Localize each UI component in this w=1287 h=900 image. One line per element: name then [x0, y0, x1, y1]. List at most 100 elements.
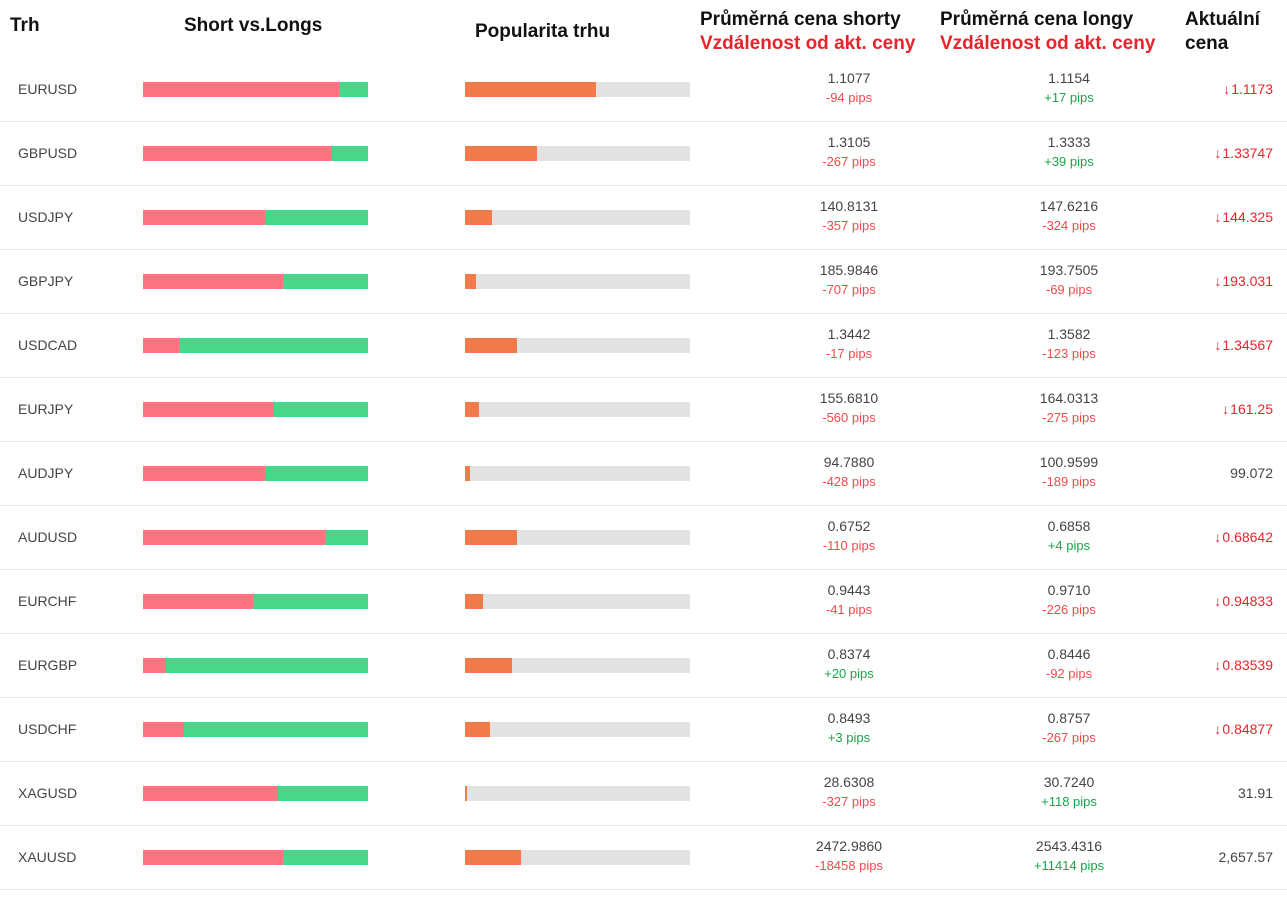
header-current-subtitle: cena	[1185, 33, 1229, 54]
market-name[interactable]: EURCHF	[18, 593, 77, 609]
avg-short-cell: 0.8493 +3 pips	[749, 708, 949, 748]
current-price: ↓0.83539	[1214, 634, 1273, 697]
avg-long-distance: +17 pips	[1044, 90, 1094, 105]
current-price: ↓1.1173	[1223, 58, 1273, 121]
popularity-bar	[465, 146, 690, 161]
table-row[interactable]: EURJPY 155.6810 -560 pips 164.0313 -275 …	[0, 378, 1287, 442]
current-price: ↓1.34567	[1214, 314, 1273, 377]
table-row[interactable]: XAGUSD 28.6308 -327 pips 30.7240 +118 pi…	[0, 762, 1287, 826]
avg-short-distance: -41 pips	[825, 602, 873, 617]
short-vs-long-bar	[143, 786, 368, 801]
current-price-value: 99.072	[1230, 465, 1273, 481]
short-vs-long-bar	[143, 658, 368, 673]
avg-short-price: 1.3442	[827, 326, 871, 342]
avg-long-cell: 30.7240 +118 pips	[969, 772, 1169, 812]
short-vs-long-bar	[143, 594, 368, 609]
table-row[interactable]: GBPUSD 1.3105 -267 pips 1.3333 +39 pips …	[0, 122, 1287, 186]
avg-long-distance: +118 pips	[1041, 794, 1097, 809]
table-row[interactable]: USDJPY 140.8131 -357 pips 147.6216 -324 …	[0, 186, 1287, 250]
popularity-fill	[465, 786, 468, 801]
avg-long-cell: 1.3582 -123 pips	[969, 324, 1169, 364]
popularity-fill	[465, 466, 470, 481]
market-name[interactable]: AUDUSD	[18, 529, 78, 545]
market-name[interactable]: EURUSD	[18, 81, 78, 97]
current-price-value: 193.031	[1222, 273, 1273, 289]
current-price-value: 0.83539	[1222, 657, 1273, 673]
short-share-fill	[143, 82, 339, 97]
header-avg-long-title: Průměrná cena longy	[940, 9, 1134, 30]
table-row[interactable]: USDCHF 0.8493 +3 pips 0.8757 -267 pips ↓…	[0, 698, 1287, 762]
arrow-down-icon: ↓	[1214, 209, 1222, 225]
avg-short-distance: -267 pips	[822, 154, 876, 169]
market-name[interactable]: AUDJPY	[18, 465, 74, 481]
market-name[interactable]: GBPJPY	[18, 273, 74, 289]
avg-short-price: 0.8374	[827, 646, 871, 662]
short-share-fill	[143, 850, 283, 865]
short-share-fill	[143, 466, 265, 481]
avg-short-distance: -357 pips	[822, 218, 876, 233]
table-row[interactable]: XAUUSD 2472.9860 -18458 pips 2543.4316 +…	[0, 826, 1287, 890]
popularity-bar	[465, 338, 690, 353]
header-current-price: Aktuální cena	[1185, 8, 1260, 56]
market-name[interactable]: GBPUSD	[18, 145, 78, 161]
avg-short-price: 0.8493	[827, 710, 871, 726]
table-row[interactable]: AUDUSD 0.6752 -110 pips 0.6858 +4 pips ↓…	[0, 506, 1287, 570]
arrow-down-icon: ↓	[1214, 721, 1222, 737]
popularity-bar	[465, 274, 690, 289]
header-current-title: Aktuální	[1185, 9, 1260, 30]
popularity-fill	[465, 402, 479, 417]
popularity-fill	[465, 658, 513, 673]
current-price: 31.91	[1238, 762, 1273, 825]
table-row[interactable]: GBPJPY 185.9846 -707 pips 193.7505 -69 p…	[0, 250, 1287, 314]
current-price-value: 2,657.57	[1218, 849, 1274, 865]
market-name[interactable]: XAGUSD	[18, 785, 78, 801]
current-price-value: 1.34567	[1222, 337, 1273, 353]
avg-short-cell: 0.6752 -110 pips	[749, 516, 949, 556]
avg-long-price: 164.0313	[1039, 390, 1099, 406]
avg-long-distance: -226 pips	[1042, 602, 1096, 617]
avg-long-distance: -92 pips	[1045, 666, 1093, 681]
avg-short-price: 0.9443	[827, 582, 871, 598]
table-row[interactable]: AUDJPY 94.7880 -428 pips 100.9599 -189 p…	[0, 442, 1287, 506]
avg-long-cell: 0.8446 -92 pips	[969, 644, 1169, 684]
avg-short-price: 185.9846	[819, 262, 879, 278]
market-name[interactable]: USDCHF	[18, 721, 77, 737]
market-name[interactable]: USDJPY	[18, 209, 74, 225]
avg-long-distance: -189 pips	[1042, 474, 1096, 489]
short-share-fill	[143, 530, 326, 545]
current-price: ↓0.94833	[1214, 570, 1273, 633]
avg-long-price: 193.7505	[1039, 262, 1099, 278]
header-short-vs-longs: Short vs.Longs	[184, 15, 323, 36]
avg-short-distance: -18458 pips	[815, 858, 883, 873]
table-row[interactable]: USDCAD 1.3442 -17 pips 1.3582 -123 pips …	[0, 314, 1287, 378]
table-row[interactable]: EURGBP 0.8374 +20 pips 0.8446 -92 pips ↓…	[0, 634, 1287, 698]
avg-short-price: 1.1077	[827, 70, 871, 86]
current-price: ↓0.68642	[1214, 506, 1273, 569]
table-row[interactable]: EURCHF 0.9443 -41 pips 0.9710 -226 pips …	[0, 570, 1287, 634]
popularity-bar	[465, 530, 690, 545]
avg-long-cell: 147.6216 -324 pips	[969, 196, 1169, 236]
market-name[interactable]: XAUUSD	[18, 849, 77, 865]
avg-short-cell: 155.6810 -560 pips	[749, 388, 949, 428]
arrow-down-icon: ↓	[1222, 401, 1230, 417]
market-name[interactable]: EURJPY	[18, 401, 74, 417]
avg-long-distance: -69 pips	[1045, 282, 1093, 297]
popularity-fill	[465, 338, 517, 353]
avg-long-price: 0.8757	[1047, 710, 1091, 726]
popularity-fill	[465, 594, 483, 609]
popularity-bar	[465, 850, 690, 865]
arrow-down-icon: ↓	[1223, 81, 1231, 97]
popularity-bar	[465, 210, 690, 225]
avg-long-price: 0.8446	[1047, 646, 1091, 662]
market-name[interactable]: USDCAD	[18, 337, 78, 353]
avg-short-price: 28.6308	[823, 774, 875, 790]
current-price: ↓161.25	[1222, 378, 1273, 441]
market-name[interactable]: EURGBP	[18, 657, 78, 673]
popularity-fill	[465, 722, 490, 737]
table-row[interactable]: EURUSD 1.1077 -94 pips 1.1154 +17 pips ↓…	[0, 58, 1287, 122]
avg-long-price: 1.3582	[1047, 326, 1091, 342]
avg-short-price: 140.8131	[819, 198, 879, 214]
avg-long-cell: 1.3333 +39 pips	[969, 132, 1169, 172]
avg-long-cell: 164.0313 -275 pips	[969, 388, 1169, 428]
